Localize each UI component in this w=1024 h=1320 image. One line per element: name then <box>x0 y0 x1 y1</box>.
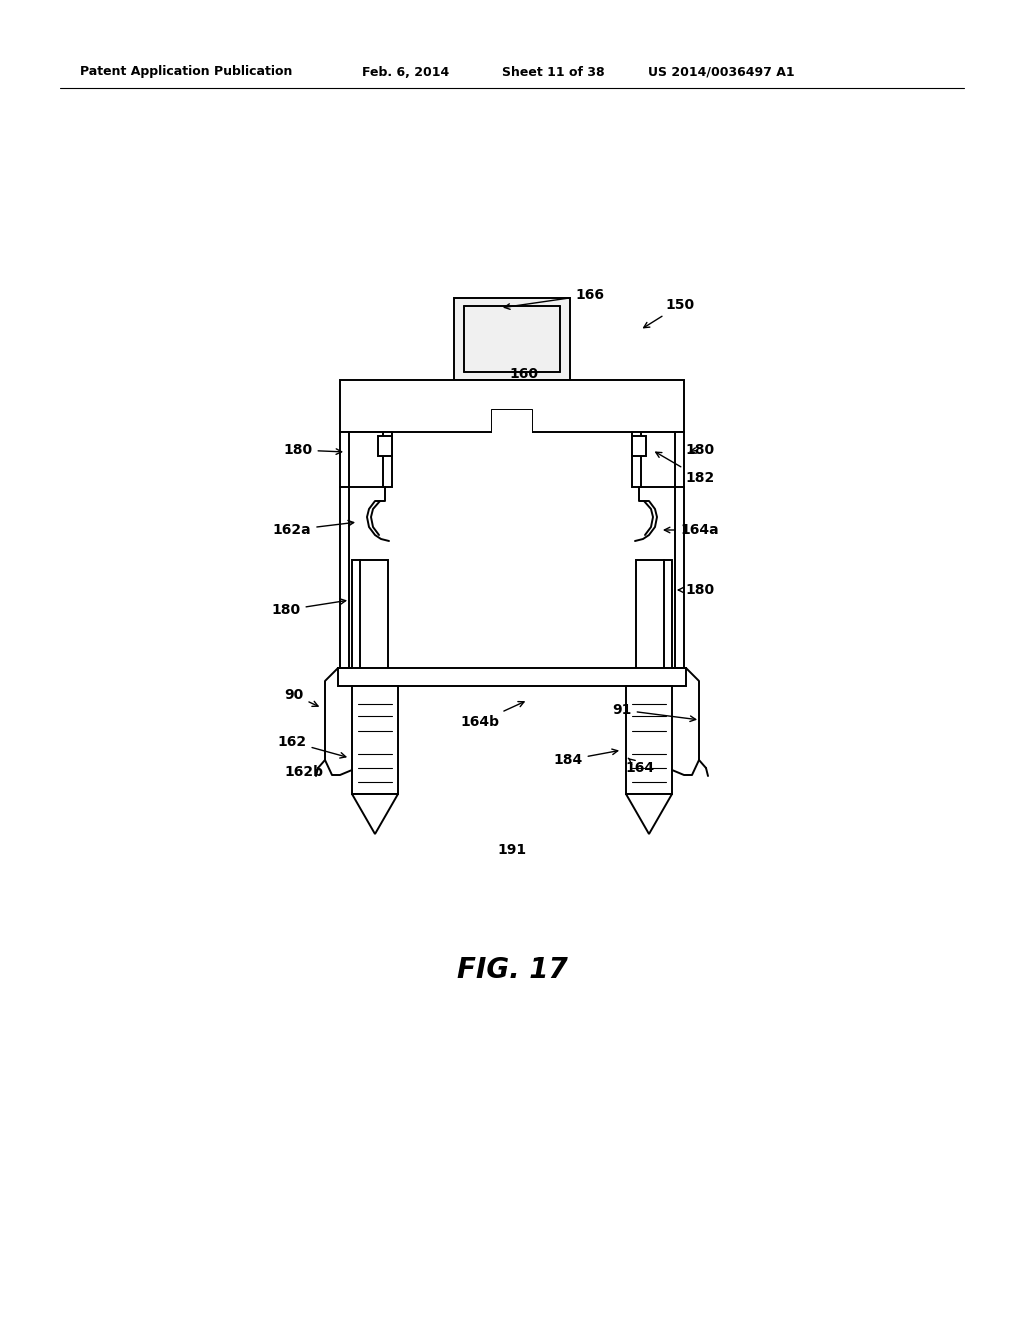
Polygon shape <box>352 795 398 834</box>
Polygon shape <box>626 795 672 834</box>
Text: 166: 166 <box>504 288 604 309</box>
Text: 162b: 162b <box>285 766 324 779</box>
Text: 91: 91 <box>612 704 695 722</box>
Text: 180: 180 <box>685 444 715 457</box>
Text: 191: 191 <box>498 843 526 857</box>
Text: 164b: 164b <box>461 702 524 729</box>
Text: 160: 160 <box>510 367 539 381</box>
Bar <box>636 560 672 675</box>
Text: 162a: 162a <box>272 520 353 537</box>
Bar <box>454 298 570 380</box>
Bar <box>378 436 392 455</box>
Text: 90: 90 <box>285 688 318 706</box>
Text: Feb. 6, 2014: Feb. 6, 2014 <box>362 66 450 78</box>
Text: Patent Application Publication: Patent Application Publication <box>80 66 293 78</box>
Bar <box>340 432 392 487</box>
Bar <box>632 432 684 487</box>
Text: 180: 180 <box>284 444 342 457</box>
Bar <box>340 380 684 432</box>
Bar <box>352 686 398 795</box>
Text: Sheet 11 of 38: Sheet 11 of 38 <box>502 66 604 78</box>
Bar <box>492 411 532 434</box>
Bar <box>626 686 672 795</box>
Bar <box>352 560 388 675</box>
Text: 164a: 164a <box>665 523 719 537</box>
Bar <box>338 668 686 686</box>
Text: 184: 184 <box>553 748 617 767</box>
Text: US 2014/0036497 A1: US 2014/0036497 A1 <box>648 66 795 78</box>
Bar <box>632 436 646 455</box>
Text: 180: 180 <box>271 599 346 616</box>
Text: 180: 180 <box>678 583 715 597</box>
Text: 150: 150 <box>644 298 694 327</box>
Text: FIG. 17: FIG. 17 <box>457 956 567 983</box>
Text: 182: 182 <box>655 453 715 484</box>
Text: 162: 162 <box>278 735 346 758</box>
Text: 164: 164 <box>626 758 654 775</box>
